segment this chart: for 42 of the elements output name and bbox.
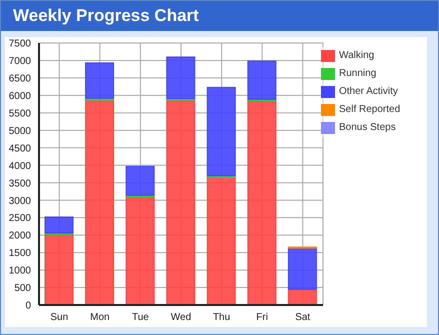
x-tick-label: Fri <box>256 312 268 324</box>
y-tick-label: 6500 <box>8 73 32 84</box>
y-tick-label: 5500 <box>8 108 32 120</box>
bar <box>126 196 155 305</box>
x-tick-label: Sun <box>50 312 68 324</box>
y-tick-label: 2500 <box>8 213 32 224</box>
y-tick-label: 3500 <box>8 178 32 190</box>
y-tick-label: 5000 <box>8 126 32 137</box>
legend-label: Other Activity <box>339 85 398 99</box>
x-tick-label: Thu <box>212 312 230 324</box>
y-tick-label: 1500 <box>8 248 32 260</box>
x-tick-label: Wed <box>170 312 192 324</box>
bar <box>44 234 74 305</box>
bar <box>247 60 276 100</box>
bar <box>126 166 155 196</box>
y-tick-label: 2000 <box>8 230 32 242</box>
x-tick-label: Tue <box>132 312 150 324</box>
bar <box>166 99 196 305</box>
legend-label: Self Reported <box>339 103 400 117</box>
bar <box>206 86 236 176</box>
legend-label: Running <box>339 67 376 81</box>
y-tick-label: 500 <box>14 283 32 294</box>
y-tick-label: 6000 <box>8 90 32 102</box>
bar <box>85 62 114 99</box>
chart-title: Weekly Progress Chart <box>1 1 438 31</box>
bar <box>247 100 276 305</box>
y-tick-label: 7500 <box>8 38 32 50</box>
x-tick-label: Mon <box>90 312 110 324</box>
y-tick-label: 7000 <box>8 56 32 68</box>
bar <box>85 99 114 305</box>
y-tick-label: 0 <box>25 300 32 312</box>
bar <box>166 56 196 100</box>
bar <box>288 248 317 290</box>
legend-label: Bonus Steps <box>339 121 396 135</box>
x-tick-label: Sat <box>295 312 310 324</box>
bar <box>44 216 74 234</box>
y-tick-label: 1000 <box>8 266 32 277</box>
bar <box>206 176 236 305</box>
legend-label: Walking <box>339 49 374 63</box>
y-tick-label: 4500 <box>8 143 32 154</box>
y-tick-label: 3000 <box>8 196 32 207</box>
y-tick-label: 4000 <box>8 160 32 172</box>
